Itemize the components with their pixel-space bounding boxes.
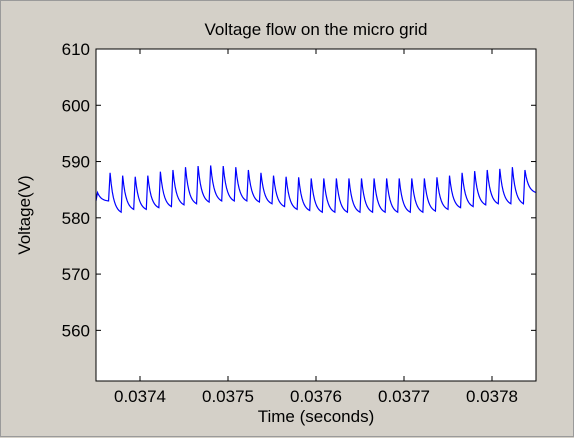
x-tick-label: 0.0374 — [114, 387, 166, 406]
chart-title: Voltage flow on the micro grid — [204, 20, 427, 39]
plot-frame — [95, 48, 537, 382]
series-layer — [95, 165, 537, 214]
y-tick-label: 560 — [62, 321, 90, 340]
y-tick-label: 580 — [62, 209, 90, 228]
y-tick-label: 570 — [62, 265, 90, 284]
y-tick-label: 590 — [62, 153, 90, 172]
x-tick-label: 0.0375 — [202, 387, 254, 406]
ticks-layer: 0.0374 0.0375 0.0376 0.0377 0.0378 560 570 580 5… — [62, 40, 536, 406]
x-tick-label: 0.0378 — [466, 387, 518, 406]
y-tick-label: 610 — [62, 40, 90, 59]
x-tick-label: 0.0376 — [290, 387, 342, 406]
x-tick-label: 0.0377 — [378, 387, 430, 406]
x-axis-label: Time (seconds) — [258, 407, 375, 426]
y-axis-label: Voltage(V) — [15, 175, 34, 254]
plot-area — [96, 49, 536, 381]
voltage-series-line — [95, 165, 537, 214]
y-tick-label: 600 — [62, 96, 90, 115]
